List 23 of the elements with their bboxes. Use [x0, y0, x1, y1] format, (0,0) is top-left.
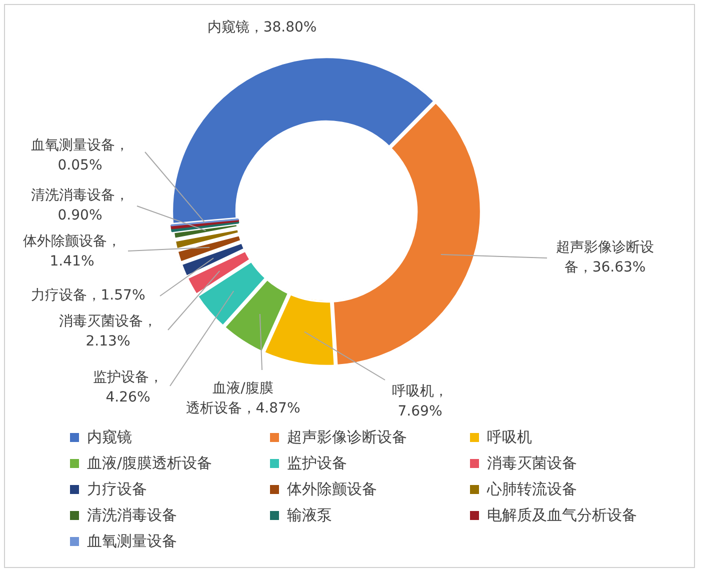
- data-label: 呼吸机，7.69%: [392, 384, 448, 420]
- legend-label: 输液泵: [287, 506, 332, 524]
- legend-label: 呼吸机: [487, 428, 532, 446]
- data-label: 监护设备，4.26%: [93, 370, 163, 406]
- data-label: 内窥镜，38.80%: [207, 20, 317, 36]
- data-label: 血液/腹膜透析设备，4.87%: [186, 380, 300, 417]
- data-label: 体外除颤设备，1.41%: [23, 234, 121, 270]
- data-label: 力疗设备，1.57%: [30, 288, 146, 304]
- legend-label: 内窥镜: [87, 428, 132, 446]
- data-label: 超声影像诊断设备，36.63%: [556, 240, 654, 276]
- data-label: 血氧测量设备，0.05%: [31, 138, 129, 174]
- legend-label: 消毒灭菌设备: [487, 454, 577, 472]
- legend-label: 监护设备: [287, 454, 347, 472]
- data-label: 消毒灭菌设备，2.13%: [59, 314, 157, 350]
- legend-label: 清洗消毒设备: [87, 506, 177, 524]
- data-label: 清洗消毒设备，0.90%: [31, 188, 129, 224]
- legend-label: 电解质及血气分析设备: [487, 506, 637, 524]
- legend-label: 超声影像诊断设备: [287, 428, 407, 446]
- legend-label: 体外除颤设备: [287, 480, 377, 498]
- legend-label: 力疗设备: [87, 480, 147, 498]
- legend-label: 血液/腹膜透析设备: [87, 454, 212, 472]
- legend-label: 血氧测量设备: [87, 532, 177, 550]
- legend-label: 心肺转流设备: [487, 480, 577, 498]
